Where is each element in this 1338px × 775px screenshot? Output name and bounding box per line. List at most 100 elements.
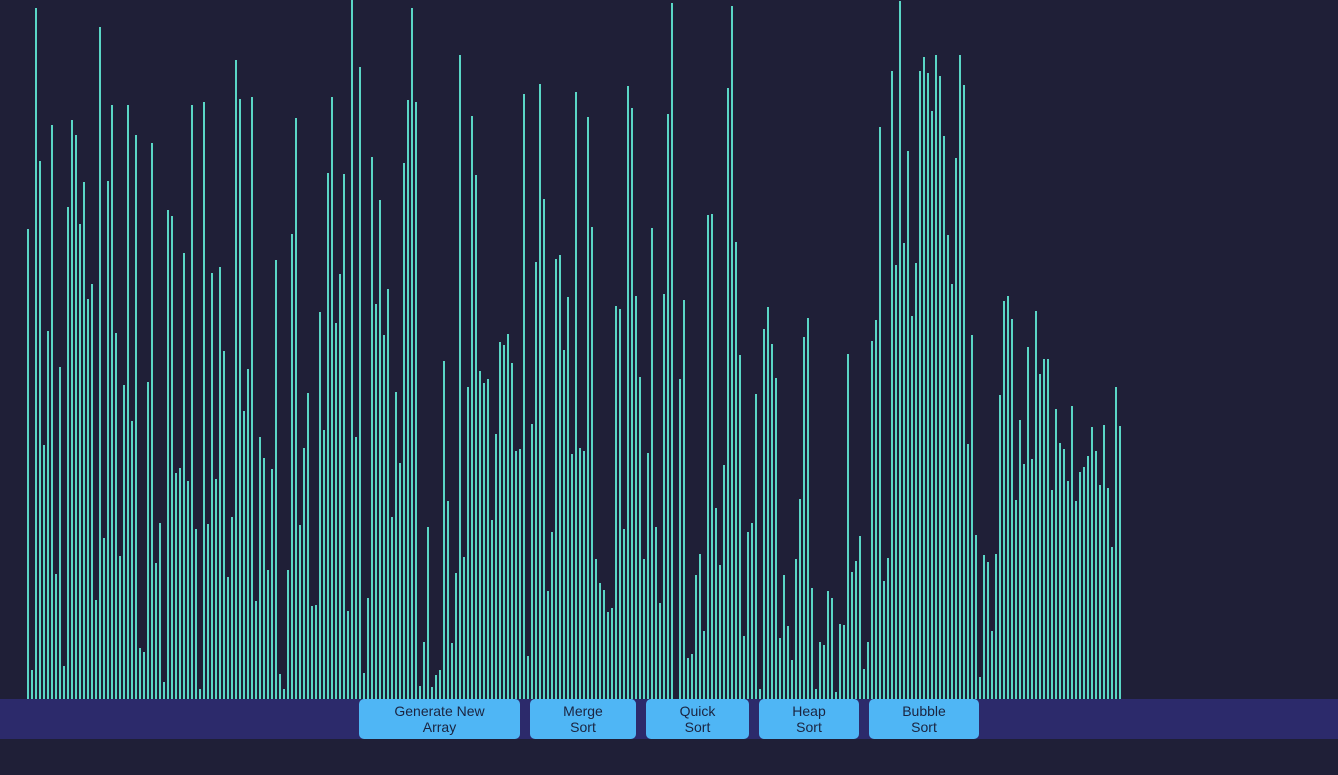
- array-bar: [639, 377, 641, 699]
- array-bar: [211, 273, 213, 699]
- array-bar: [455, 573, 457, 699]
- array-bar: [263, 458, 265, 699]
- array-bar: [219, 267, 221, 699]
- array-bar: [115, 333, 117, 699]
- bubble-sort-button[interactable]: Bubble Sort: [869, 699, 979, 739]
- array-bar: [1019, 420, 1021, 699]
- array-bar: [215, 479, 217, 699]
- array-bar: [495, 434, 497, 699]
- array-bar: [535, 262, 537, 699]
- array-bar: [851, 572, 853, 699]
- array-bar: [43, 445, 45, 699]
- array-bar: [767, 307, 769, 699]
- array-bar: [559, 255, 561, 699]
- array-bar: [791, 660, 793, 699]
- array-bar: [935, 55, 937, 699]
- array-bar: [567, 297, 569, 699]
- array-bar: [75, 135, 77, 699]
- array-bar: [695, 575, 697, 699]
- array-bar: [759, 689, 761, 699]
- array-bar: [627, 86, 629, 699]
- array-bar: [663, 294, 665, 699]
- array-bar: [883, 581, 885, 699]
- quick-sort-button[interactable]: Quick Sort: [646, 699, 749, 739]
- heap-sort-button[interactable]: Heap Sort: [759, 699, 859, 739]
- array-bar: [227, 577, 229, 699]
- array-bar: [1063, 449, 1065, 699]
- array-bar: [379, 200, 381, 699]
- array-bar: [719, 565, 721, 699]
- array-bar: [207, 524, 209, 699]
- array-bar: [339, 274, 341, 699]
- array-bar: [519, 449, 521, 699]
- array-bar: [1047, 359, 1049, 699]
- array-bar: [479, 371, 481, 699]
- array-bar: [987, 562, 989, 699]
- array-bar: [751, 523, 753, 699]
- array-bar: [743, 636, 745, 699]
- array-bar: [579, 448, 581, 699]
- array-bar: [659, 603, 661, 699]
- array-bar: [727, 88, 729, 699]
- array-bar: [275, 260, 277, 699]
- array-bar: [1011, 319, 1013, 699]
- array-bar: [827, 591, 829, 699]
- array-bar: [283, 689, 285, 699]
- array-bar: [571, 454, 573, 699]
- array-bar: [63, 666, 65, 699]
- array-bar: [647, 453, 649, 699]
- array-bar: [1099, 485, 1101, 699]
- array-bar: [955, 158, 957, 699]
- array-bar: [491, 520, 493, 699]
- array-bar: [435, 675, 437, 699]
- array-bar: [167, 210, 169, 699]
- array-bar: [723, 465, 725, 699]
- array-bar: [291, 234, 293, 699]
- array-bar: [159, 523, 161, 699]
- array-bar: [271, 469, 273, 699]
- array-bar: [415, 102, 417, 699]
- array-bar: [127, 105, 129, 699]
- array-bar: [447, 501, 449, 699]
- array-bar: [539, 84, 541, 699]
- array-bar: [243, 411, 245, 699]
- array-bar: [251, 97, 253, 699]
- array-bar: [123, 385, 125, 699]
- array-bar: [683, 300, 685, 699]
- array-bar: [599, 583, 601, 699]
- array-bar: [131, 421, 133, 699]
- array-bar: [107, 181, 109, 699]
- array-bar: [863, 669, 865, 699]
- array-bar: [1027, 347, 1029, 699]
- generate-new-array-button[interactable]: Generate New Array: [359, 699, 520, 739]
- array-bar: [187, 481, 189, 699]
- array-bar: [575, 92, 577, 699]
- array-bar: [459, 55, 461, 699]
- array-bar: [323, 430, 325, 699]
- array-bar: [39, 161, 41, 699]
- array-bar: [403, 163, 405, 699]
- array-bar: [755, 394, 757, 699]
- array-bar: [747, 532, 749, 699]
- array-bar: [915, 263, 917, 699]
- array-bar: [875, 320, 877, 699]
- array-bar: [247, 369, 249, 699]
- array-bar: [399, 463, 401, 699]
- array-bar: [787, 626, 789, 699]
- array-bar: [699, 554, 701, 699]
- array-bar: [383, 335, 385, 699]
- array-bar: [931, 111, 933, 699]
- merge-sort-button[interactable]: Merge Sort: [530, 699, 636, 739]
- array-bar: [1091, 427, 1093, 699]
- array-bar: [351, 0, 353, 699]
- array-bar: [135, 135, 137, 699]
- array-bar: [87, 299, 89, 699]
- array-bar: [143, 652, 145, 699]
- array-bar: [279, 674, 281, 699]
- array-bar: [775, 378, 777, 699]
- array-bar: [615, 306, 617, 699]
- array-bar: [1103, 425, 1105, 699]
- array-bar: [843, 625, 845, 699]
- array-bar: [51, 125, 53, 699]
- array-bar: [1003, 301, 1005, 699]
